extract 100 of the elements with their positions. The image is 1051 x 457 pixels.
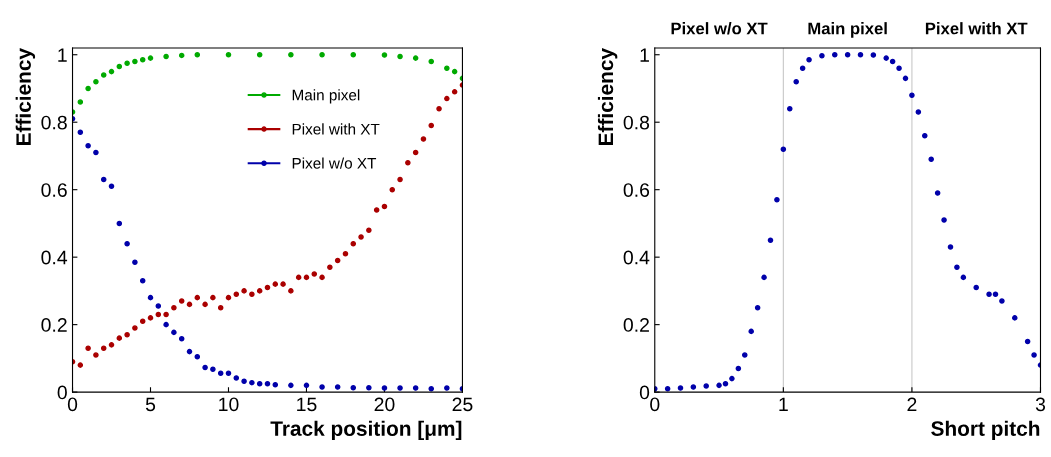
legend-label: Pixel w/o XT bbox=[292, 157, 377, 169]
point bbox=[729, 375, 735, 382]
point bbox=[132, 259, 138, 265]
point bbox=[405, 159, 411, 166]
point bbox=[85, 143, 91, 149]
point bbox=[947, 244, 954, 250]
point bbox=[186, 348, 193, 355]
point bbox=[256, 380, 263, 387]
y-tick-label: 0.4 bbox=[41, 250, 68, 265]
point bbox=[870, 52, 877, 58]
point bbox=[319, 274, 325, 281]
point bbox=[280, 281, 286, 287]
point bbox=[664, 385, 671, 392]
y-tick-label: 0.8 bbox=[41, 115, 67, 130]
point bbox=[934, 190, 941, 196]
y-tick-label: 0.2 bbox=[623, 318, 649, 332]
point bbox=[334, 257, 341, 264]
y-tick-label: 1 bbox=[58, 48, 67, 62]
point bbox=[444, 65, 450, 72]
y-axis-title: Efficiency bbox=[15, 48, 36, 145]
x-tick-label: 0 bbox=[650, 397, 660, 412]
point bbox=[896, 65, 902, 72]
x-tick-label: 25 bbox=[452, 397, 473, 412]
point bbox=[819, 52, 825, 59]
point bbox=[171, 329, 177, 336]
point bbox=[319, 51, 325, 58]
point bbox=[889, 58, 896, 65]
point bbox=[171, 304, 177, 311]
x-tick-label: 2 bbox=[907, 397, 917, 412]
legend-label: Pixel with XT bbox=[292, 123, 380, 135]
point bbox=[844, 51, 851, 58]
text: Main pixel bbox=[808, 22, 887, 38]
point bbox=[256, 51, 263, 58]
y-tick-label: 0.6 bbox=[623, 183, 650, 197]
point bbox=[397, 176, 403, 183]
point bbox=[373, 207, 380, 213]
point bbox=[428, 122, 435, 129]
point bbox=[295, 274, 302, 281]
point bbox=[256, 288, 263, 294]
point bbox=[428, 58, 435, 65]
point bbox=[786, 105, 793, 112]
point bbox=[155, 311, 162, 318]
point bbox=[748, 328, 754, 335]
point bbox=[202, 364, 208, 371]
point bbox=[155, 303, 162, 309]
point bbox=[690, 384, 697, 390]
y-tick-label: 0.4 bbox=[623, 250, 650, 265]
point bbox=[241, 288, 247, 294]
point bbox=[225, 370, 232, 376]
point bbox=[85, 345, 91, 352]
point bbox=[420, 136, 427, 142]
point bbox=[303, 382, 310, 389]
point bbox=[93, 149, 99, 156]
x-tick-label: 0 bbox=[67, 397, 78, 412]
point bbox=[147, 294, 154, 301]
x-tick-label: 3 bbox=[1035, 397, 1046, 412]
point bbox=[288, 288, 294, 294]
point bbox=[1024, 338, 1031, 345]
y-tick-label: 0.6 bbox=[41, 183, 67, 197]
point bbox=[85, 85, 91, 92]
point bbox=[941, 217, 947, 223]
point bbox=[350, 384, 357, 391]
point bbox=[436, 105, 442, 112]
point bbox=[132, 325, 138, 331]
point bbox=[921, 132, 928, 139]
point bbox=[139, 57, 146, 63]
point bbox=[716, 382, 722, 389]
point bbox=[264, 380, 271, 387]
point bbox=[767, 237, 774, 244]
x-tick-label: 1 bbox=[779, 397, 788, 412]
y-tick-label: 0 bbox=[57, 385, 67, 400]
point bbox=[806, 57, 812, 63]
point bbox=[741, 352, 748, 358]
point bbox=[77, 362, 84, 368]
point bbox=[178, 336, 185, 342]
point bbox=[186, 301, 193, 308]
point bbox=[178, 52, 185, 59]
y-tick-label: 0 bbox=[639, 385, 650, 400]
y-tick-label: 0.8 bbox=[623, 115, 650, 130]
point bbox=[358, 234, 364, 240]
point bbox=[451, 68, 458, 75]
point bbox=[233, 375, 240, 381]
point bbox=[272, 381, 279, 388]
point bbox=[319, 384, 325, 390]
point bbox=[116, 335, 123, 341]
point bbox=[381, 203, 388, 210]
point bbox=[249, 379, 255, 386]
point bbox=[93, 78, 99, 85]
text: Pixel w/o XT bbox=[671, 22, 768, 35]
point bbox=[217, 370, 224, 376]
point bbox=[703, 383, 709, 389]
point bbox=[264, 284, 271, 291]
point bbox=[233, 291, 240, 298]
point bbox=[428, 385, 435, 392]
point bbox=[677, 385, 684, 391]
x-tick-label: 15 bbox=[297, 397, 317, 412]
point bbox=[210, 366, 216, 372]
point bbox=[992, 291, 999, 298]
y-axis-title: Efficiency bbox=[597, 48, 618, 145]
point bbox=[986, 291, 992, 298]
